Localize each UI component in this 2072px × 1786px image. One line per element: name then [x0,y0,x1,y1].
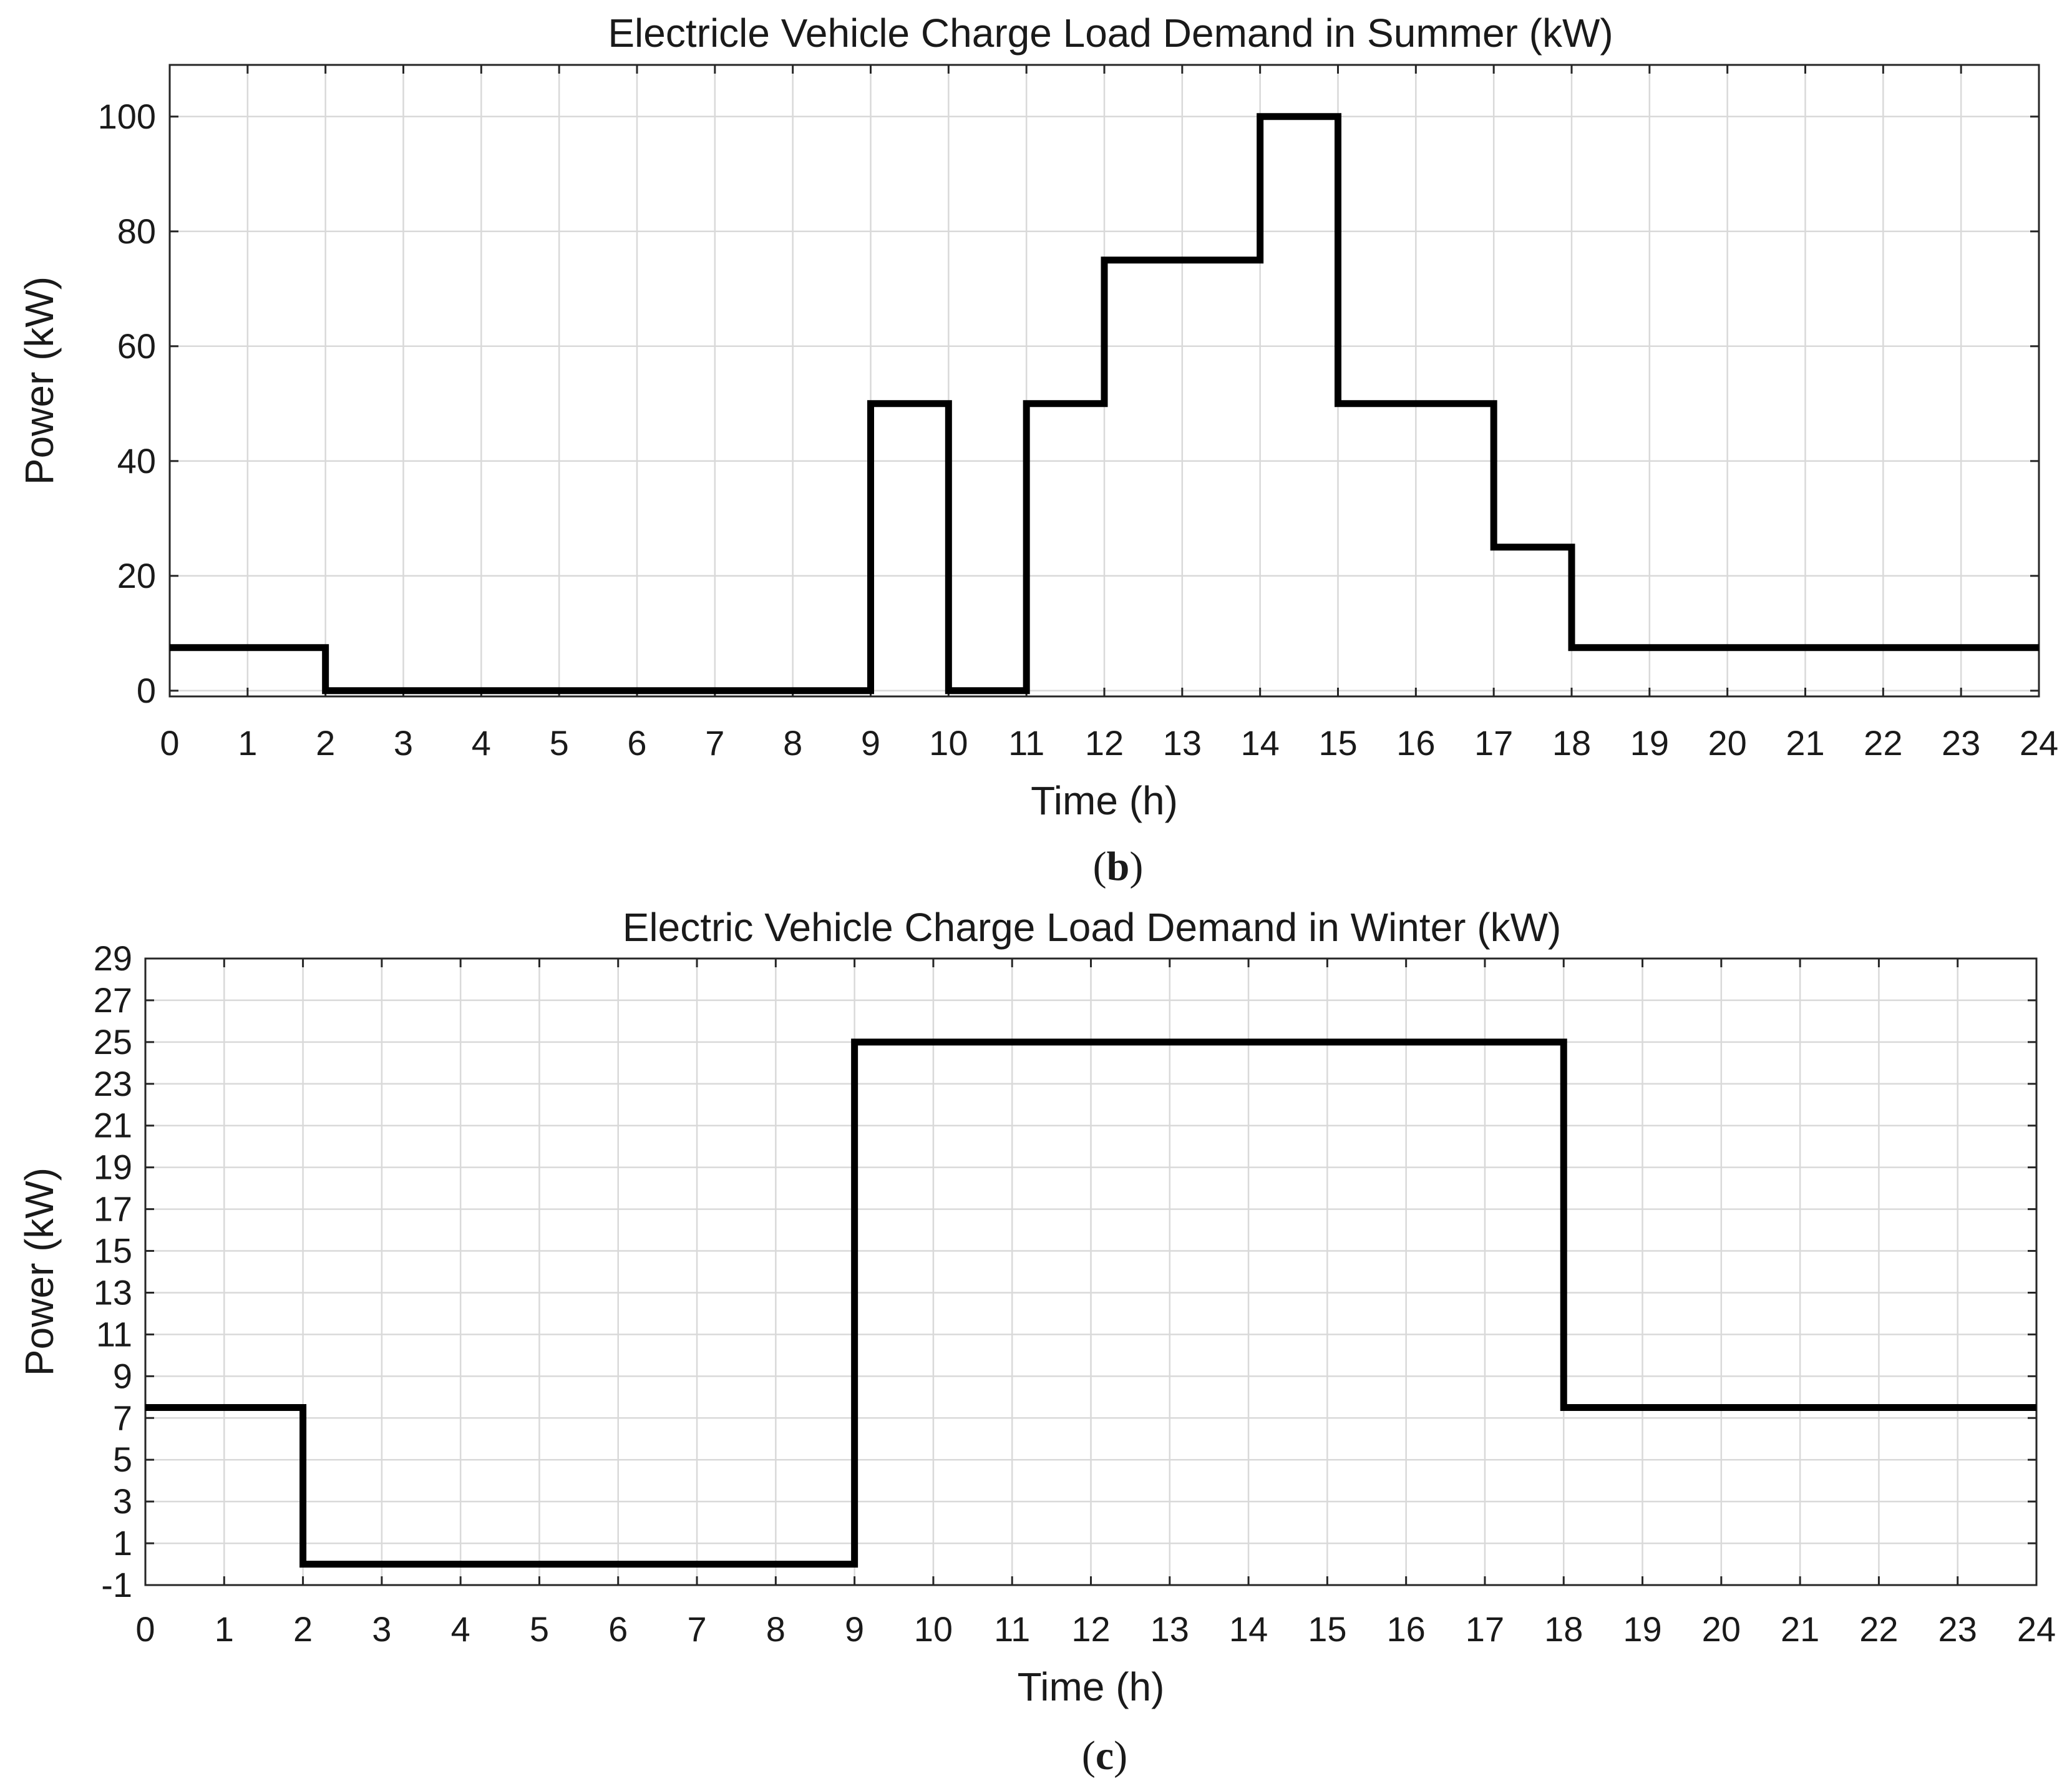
x-tick-label: 23 [1938,1609,1977,1649]
x-tick-label: 5 [530,1609,549,1649]
x-tick-label: 13 [1163,723,1202,763]
panel-label-close: ) [1114,1733,1127,1779]
x-tick-label: 14 [1229,1609,1268,1649]
y-tick-label: 23 [94,1064,132,1103]
x-tick-label: 16 [1387,1609,1426,1649]
y-tick-label: 13 [94,1272,132,1312]
y-axis-label: Power (kW) [17,1168,62,1376]
x-tick-label: 3 [394,723,413,763]
x-tick-label: 13 [1150,1609,1189,1649]
chart-title: Electricle Vehicle Charge Load Demand in… [608,11,1613,56]
x-tick-label: 11 [1008,723,1044,763]
x-tick-label: 24 [2017,1609,2056,1649]
y-tick-label: 7 [113,1398,132,1437]
x-tick-label: 9 [845,1609,864,1649]
y-tick-label: 3 [113,1481,132,1521]
x-axis-label: Time (h) [1018,1664,1165,1709]
y-tick-label: 27 [94,980,132,1020]
x-tick-label: 15 [1318,723,1357,763]
y-tick-label: 0 [137,671,156,710]
panel-label-open: ( [1082,1733,1096,1779]
x-tick-label: 16 [1396,723,1435,763]
x-tick-label: 8 [783,723,802,763]
x-tick-label: 9 [861,723,880,763]
y-tick-label: 1 [113,1523,132,1563]
x-tick-label: 19 [1630,723,1669,763]
x-tick-label: 11 [994,1609,1030,1649]
y-tick-label: -1 [101,1565,132,1604]
x-tick-label: 7 [705,723,724,763]
x-tick-label: 2 [316,723,335,763]
y-tick-label: 80 [117,212,156,251]
panel-label-letter: c [1096,1733,1114,1779]
x-tick-label: 17 [1466,1609,1504,1649]
x-tick-label: 12 [1085,723,1124,763]
y-tick-label: 15 [94,1231,132,1271]
x-tick-label: 7 [687,1609,706,1649]
x-tick-label: 2 [293,1609,313,1649]
y-tick-label: 11 [96,1314,132,1354]
y-tick-label: 17 [94,1189,132,1229]
x-tick-label: 22 [1864,723,1902,763]
x-tick-label: 3 [372,1609,391,1649]
y-tick-label: 20 [117,556,156,595]
x-tick-label: 17 [1474,723,1513,763]
panel-label: (c) [1082,1733,1127,1779]
y-tick-label: 25 [94,1022,132,1061]
y-tick-label: 40 [117,441,156,481]
y-tick-label: 19 [94,1148,132,1187]
x-tick-label: 20 [1702,1609,1741,1649]
x-tick-label: 15 [1308,1609,1346,1649]
x-tick-label: 1 [238,723,257,763]
x-tick-label: 4 [472,723,491,763]
x-tick-label: 18 [1544,1609,1583,1649]
y-tick-label: 60 [117,326,156,366]
x-tick-label: 10 [914,1609,953,1649]
y-axis-label: Power (kW) [17,276,62,485]
panel-label-letter: b [1107,844,1130,889]
x-tick-label: 8 [766,1609,786,1649]
y-tick-label: 5 [113,1440,132,1479]
chart-title: Electric Vehicle Charge Load Demand in W… [623,905,1562,950]
x-tick-label: 1 [215,1609,234,1649]
panel-label-close: ) [1129,844,1143,889]
x-tick-label: 21 [1786,723,1824,763]
x-tick-label: 24 [2020,723,2058,763]
x-tick-label: 0 [135,1609,155,1649]
x-tick-label: 6 [627,723,646,763]
x-tick-label: 19 [1623,1609,1661,1649]
x-tick-label: 18 [1552,723,1591,763]
panel-label-open: ( [1093,844,1107,889]
x-tick-label: 14 [1241,723,1280,763]
x-tick-label: 0 [160,723,179,763]
panel-label: (b) [1093,844,1144,889]
x-tick-label: 5 [550,723,569,763]
x-tick-label: 21 [1781,1609,1819,1649]
x-tick-label: 22 [1859,1609,1898,1649]
x-axis-label: Time (h) [1031,778,1178,823]
y-tick-label: 21 [94,1106,132,1145]
y-tick-label: 100 [98,97,156,136]
x-tick-label: 20 [1708,723,1747,763]
x-tick-label: 4 [451,1609,470,1649]
x-tick-label: 12 [1071,1609,1110,1649]
x-tick-label: 23 [1942,723,1980,763]
x-tick-label: 6 [608,1609,628,1649]
y-tick-label: 9 [113,1356,132,1395]
x-tick-label: 10 [929,723,968,763]
y-tick-label: 29 [94,939,132,978]
